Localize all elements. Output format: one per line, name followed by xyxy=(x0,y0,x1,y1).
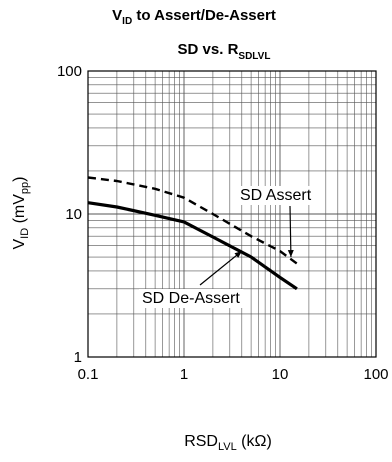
annotation-label-background xyxy=(237,186,315,205)
series-lines xyxy=(87,176,298,291)
plot-frame xyxy=(87,70,377,358)
grid xyxy=(88,71,376,357)
annotation-pointer xyxy=(199,250,243,286)
series-line-sd-de-assert xyxy=(87,201,298,291)
y-axis-label: VID (mVpp) xyxy=(11,176,31,249)
annotation-label-sd-assert: SD Assert xyxy=(240,187,312,204)
series-line-sd-assert xyxy=(87,176,298,265)
x-tick-label: 100 xyxy=(363,366,388,383)
y-tick-label: 10 xyxy=(65,206,82,223)
annotation-pointer xyxy=(289,205,292,258)
plot-border xyxy=(87,70,377,358)
annotation-arrowhead xyxy=(234,251,242,258)
annotation-label-background xyxy=(139,289,244,308)
annotations: SD Assert SD De-Assert xyxy=(139,186,315,308)
annotation-label-sd-de-assert: SD De-Assert xyxy=(142,290,240,307)
annotation-arrowhead xyxy=(287,250,294,258)
y-tick-label: 100 xyxy=(57,63,82,80)
chart-title-line1: VID to Assert/De-Assert xyxy=(112,7,276,27)
x-axis-label: RSDLVL (kΩ) xyxy=(184,433,272,453)
x-tick-label: 1 xyxy=(180,366,188,383)
x-tick-label: 0.1 xyxy=(78,366,99,383)
y-tick-label: 1 xyxy=(74,349,82,366)
x-tick-label: 10 xyxy=(272,366,289,383)
chart-title-line2: SD vs. RSDLVL xyxy=(178,41,271,62)
